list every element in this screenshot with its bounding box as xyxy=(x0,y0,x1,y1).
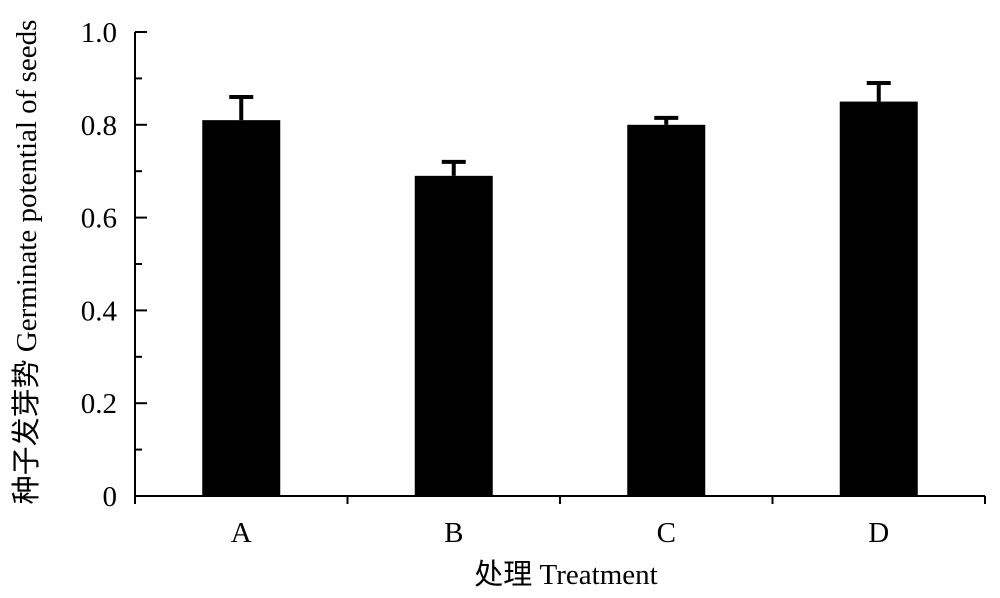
y-tick-label: 0.8 xyxy=(81,110,117,142)
x-tick-label: B xyxy=(444,517,463,549)
y-tick-label: 1.0 xyxy=(81,17,117,49)
y-tick-label: 0.6 xyxy=(81,203,117,235)
bar-a xyxy=(202,120,281,496)
bar-b xyxy=(414,175,493,496)
x-tick-label: A xyxy=(231,517,252,549)
axes: 0 0.2 0.4 0.6 0.8 1.0 A B C D xyxy=(81,17,986,549)
labels: 处理 Treatment 种子发芽势 Germinate potential o… xyxy=(10,20,658,591)
y-tick-label: 0.2 xyxy=(81,388,117,420)
bar-d xyxy=(839,101,918,496)
x-tick-label: D xyxy=(868,517,889,549)
bar-c xyxy=(627,124,706,497)
y-axis-label: 种子发芽势 Germinate potential of seeds xyxy=(10,20,43,505)
x-tick-label: C xyxy=(657,517,676,549)
bars xyxy=(202,81,918,497)
y-tick-label: 0 xyxy=(103,481,118,513)
y-tick-label: 0.4 xyxy=(81,295,118,327)
x-axis-label: 处理 Treatment xyxy=(474,558,657,591)
